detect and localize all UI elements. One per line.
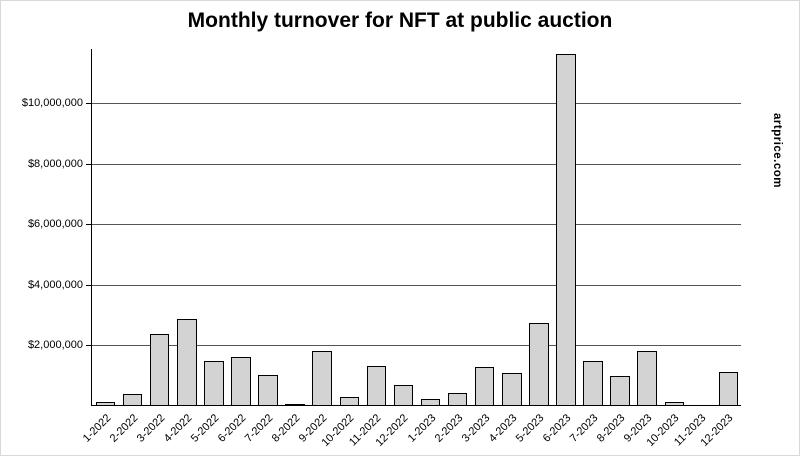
watermark: artprice.com [771,113,783,189]
bar-5-2023 [529,323,549,405]
bar-4-2023 [502,373,522,405]
bar-10-2023 [664,402,685,405]
y-axis-labels: $2,000,000 $4,000,000 $6,000,000 $8,000,000… [1,1,83,455]
y-axis-label: $6,000,000 [27,218,83,230]
bar-5-2022 [204,361,224,405]
y-axis-tick [86,285,92,286]
bar-1-2022 [95,402,116,405]
bar-8-2023 [610,376,630,405]
gridline [92,345,741,346]
gridline [92,224,741,225]
bar-6-2022 [231,357,251,405]
bar-3-2023 [474,367,495,405]
y-axis-label: $2,000,000 [27,339,83,351]
bar-7-2022 [258,375,278,405]
chart-title: Monthly turnover for NFT at public aucti… [187,9,613,32]
y-axis-label: $8,000,000 [27,158,83,170]
bar-9-2023 [637,351,657,405]
gridline [92,164,741,165]
bar-7-2023 [583,361,603,405]
bar-9-2022 [312,351,332,405]
bar-12-2023 [718,372,739,405]
bar-10-2022 [339,397,360,405]
y-axis-tick [86,345,92,346]
bar-2-2023 [447,393,468,405]
gridline [92,285,741,286]
bar-12-2022 [393,385,414,405]
bar-1-2023 [420,399,441,405]
bar-8-2022 [285,404,305,405]
bar-3-2022 [149,334,170,405]
y-axis-label: $4,000,000 [27,279,83,291]
y-axis-label: $10,000,000 [21,97,83,109]
bar-6-2023 [556,54,576,405]
y-axis-tick [86,103,92,104]
y-axis-tick [86,224,92,225]
y-axis-tick [86,164,92,165]
gridline [92,103,741,104]
bar-11-2022 [366,366,387,405]
bar-2-2022 [122,394,143,405]
bar-4-2022 [177,319,197,405]
x-axis-labels: 1-2022 2-2022 3-2022 4-2022 5-2022 6-2022 7-20… [80,407,741,455]
plot-area [86,49,741,406]
